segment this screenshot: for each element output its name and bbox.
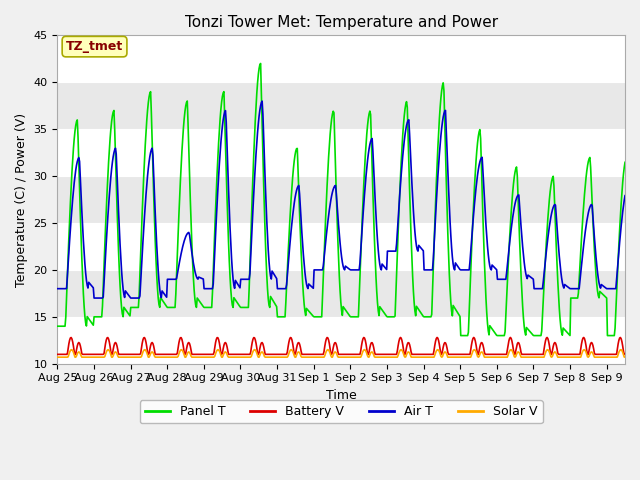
Solar V bbox=[54, 354, 61, 360]
Battery V bbox=[476, 348, 483, 354]
Panel T bbox=[296, 230, 304, 236]
Solar V bbox=[56, 354, 63, 360]
Battery V bbox=[54, 351, 61, 357]
X-axis label: Time: Time bbox=[326, 389, 356, 402]
Bar bbox=[58, 36, 625, 82]
Solar V bbox=[317, 354, 324, 360]
Panel T bbox=[476, 127, 484, 132]
Y-axis label: Temperature (C) / Power (V): Temperature (C) / Power (V) bbox=[15, 112, 28, 287]
Solar V bbox=[461, 354, 469, 360]
Legend: Panel T, Battery V, Air T, Solar V: Panel T, Battery V, Air T, Solar V bbox=[140, 400, 543, 423]
Bar bbox=[58, 223, 625, 270]
Solar V bbox=[296, 350, 303, 356]
Text: TZ_tmet: TZ_tmet bbox=[66, 40, 123, 53]
Line: Solar V: Solar V bbox=[58, 349, 625, 357]
Bar bbox=[58, 82, 625, 129]
Air T bbox=[134, 295, 141, 301]
Panel T bbox=[257, 60, 264, 66]
Bar bbox=[58, 176, 625, 223]
Air T bbox=[319, 267, 326, 273]
Panel T bbox=[457, 333, 465, 338]
Solar V bbox=[476, 354, 483, 360]
Battery V bbox=[621, 351, 629, 357]
Line: Panel T: Panel T bbox=[58, 63, 625, 336]
Panel T bbox=[54, 324, 61, 329]
Line: Battery V: Battery V bbox=[58, 337, 625, 354]
Solar V bbox=[133, 354, 141, 360]
Air T bbox=[54, 286, 61, 291]
Panel T bbox=[56, 324, 63, 329]
Title: Tonzi Tower Met: Temperature and Power: Tonzi Tower Met: Temperature and Power bbox=[184, 15, 498, 30]
Line: Air T: Air T bbox=[58, 101, 625, 298]
Panel T bbox=[621, 159, 629, 165]
Battery V bbox=[56, 351, 63, 357]
Air T bbox=[259, 98, 266, 104]
Solar V bbox=[621, 354, 629, 360]
Battery V bbox=[296, 341, 303, 347]
Bar bbox=[58, 317, 625, 364]
Battery V bbox=[317, 351, 324, 357]
Air T bbox=[56, 286, 63, 291]
Battery V bbox=[461, 351, 468, 357]
Panel T bbox=[462, 333, 470, 338]
Air T bbox=[462, 267, 470, 273]
Battery V bbox=[470, 335, 477, 340]
Battery V bbox=[133, 351, 141, 357]
Air T bbox=[90, 295, 98, 301]
Panel T bbox=[318, 314, 326, 320]
Air T bbox=[297, 217, 305, 223]
Panel T bbox=[133, 304, 141, 310]
Solar V bbox=[324, 347, 332, 352]
Air T bbox=[621, 193, 629, 199]
Bar bbox=[58, 129, 625, 176]
Bar bbox=[58, 270, 625, 317]
Air T bbox=[476, 159, 484, 165]
